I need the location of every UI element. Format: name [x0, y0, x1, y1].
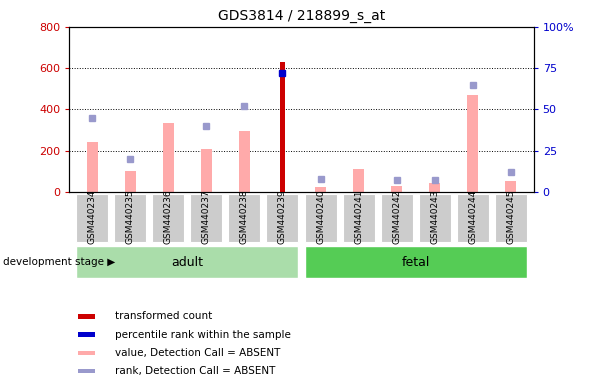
FancyBboxPatch shape: [343, 194, 374, 242]
Bar: [315, 187, 326, 192]
Text: transformed count: transformed count: [115, 311, 212, 321]
Bar: [505, 180, 516, 192]
Text: GSM440243: GSM440243: [430, 190, 439, 244]
FancyBboxPatch shape: [495, 194, 527, 242]
Text: GSM440238: GSM440238: [240, 190, 249, 244]
Text: fetal: fetal: [402, 256, 430, 268]
Text: development stage ▶: development stage ▶: [3, 257, 115, 267]
Text: GSM440234: GSM440234: [87, 190, 96, 244]
Text: rank, Detection Call = ABSENT: rank, Detection Call = ABSENT: [115, 366, 275, 376]
Bar: [78, 314, 95, 318]
Bar: [163, 123, 174, 192]
FancyBboxPatch shape: [267, 194, 298, 242]
Bar: [280, 62, 285, 192]
FancyBboxPatch shape: [153, 194, 185, 242]
Bar: [87, 142, 98, 192]
Bar: [78, 333, 95, 337]
Text: GSM440242: GSM440242: [392, 190, 401, 244]
Bar: [78, 369, 95, 373]
Bar: [391, 186, 402, 192]
Bar: [76, 246, 298, 278]
Bar: [78, 351, 95, 355]
Text: adult: adult: [171, 256, 203, 268]
Text: GSM440236: GSM440236: [164, 190, 173, 244]
Bar: [201, 149, 212, 192]
Text: GSM440239: GSM440239: [278, 190, 287, 244]
Text: GSM440235: GSM440235: [126, 190, 134, 244]
FancyBboxPatch shape: [418, 194, 450, 242]
FancyBboxPatch shape: [229, 194, 260, 242]
Text: GSM440244: GSM440244: [469, 190, 477, 244]
Text: GSM440241: GSM440241: [354, 190, 363, 244]
Bar: [305, 246, 527, 278]
Bar: [239, 131, 250, 192]
FancyBboxPatch shape: [380, 194, 412, 242]
FancyBboxPatch shape: [457, 194, 489, 242]
Text: GSM440245: GSM440245: [507, 190, 516, 244]
Text: GSM440237: GSM440237: [202, 190, 211, 244]
Text: percentile rank within the sample: percentile rank within the sample: [115, 329, 291, 339]
Text: value, Detection Call = ABSENT: value, Detection Call = ABSENT: [115, 348, 280, 358]
Bar: [353, 169, 364, 192]
FancyBboxPatch shape: [76, 194, 108, 242]
Text: GSM440240: GSM440240: [316, 190, 325, 244]
Bar: [125, 171, 136, 192]
Bar: [429, 183, 440, 192]
Bar: [467, 95, 478, 192]
FancyBboxPatch shape: [191, 194, 223, 242]
FancyBboxPatch shape: [114, 194, 146, 242]
FancyBboxPatch shape: [305, 194, 336, 242]
Title: GDS3814 / 218899_s_at: GDS3814 / 218899_s_at: [218, 9, 385, 23]
